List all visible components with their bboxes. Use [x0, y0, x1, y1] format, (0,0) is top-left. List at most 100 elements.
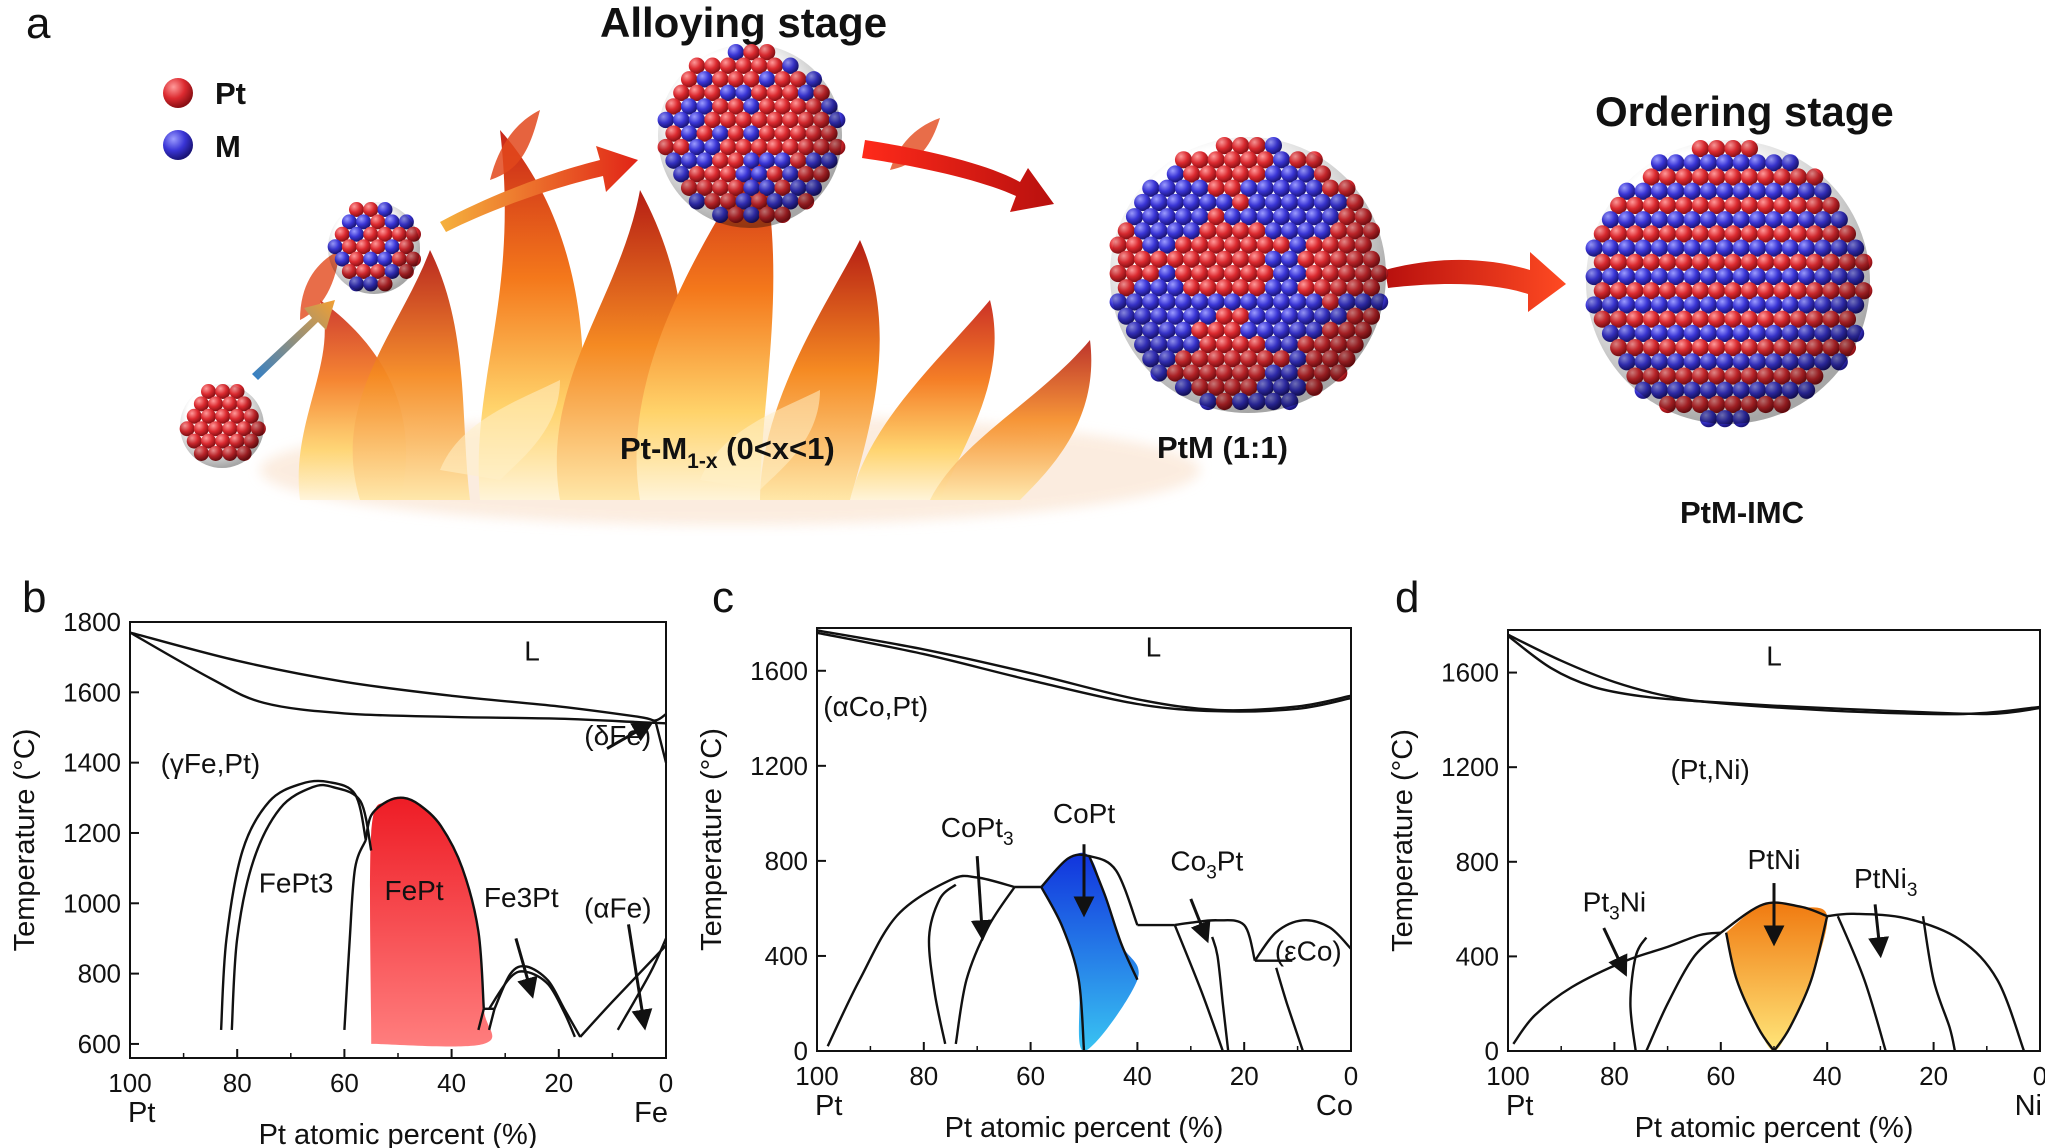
- y-tick-label: 1600: [63, 677, 121, 707]
- alloy-arrow: [862, 140, 1054, 212]
- small-pt-cluster: [179, 384, 266, 468]
- annotation-arrow-3: [626, 924, 653, 1031]
- x-tick-label: 40: [437, 1068, 466, 1098]
- y-tick-label: 800: [1456, 847, 1499, 877]
- phase-boundary-2: [816, 631, 1352, 713]
- region-label-2: (αCo,Pt): [823, 691, 928, 722]
- growth-arrow-1: [252, 300, 335, 380]
- region-label-5: FePt: [385, 875, 444, 906]
- ordering-arrow: [1385, 252, 1566, 312]
- ptm-particle-label: PtM (1:1): [1157, 430, 1288, 465]
- phase-boundary-6: [954, 886, 1016, 1045]
- ordering-stage-title: Ordering stage: [1595, 88, 1894, 135]
- y-tick-label: 1600: [1441, 658, 1499, 688]
- legend-pt-label: Pt: [215, 76, 246, 111]
- y-axis-label: Temperature (°C): [9, 729, 41, 952]
- x-end-label-left: Pt: [1506, 1090, 1533, 1122]
- phase-boundary-4: [219, 779, 367, 1030]
- phase-boundary-11: [1921, 916, 1957, 1052]
- x-tick-label: 20: [544, 1068, 573, 1098]
- phase-boundary-16: [1275, 967, 1305, 1052]
- alloy-particle-label: Pt-M1-x (0<x<1): [620, 431, 835, 473]
- x-tick-label: 0: [2033, 1061, 2045, 1091]
- phase-boundary-1: [816, 629, 1352, 712]
- region-label-2: (Pt,Ni): [1670, 754, 1749, 785]
- phase-boundary-13: [1211, 936, 1230, 1052]
- m-atom-icon: [163, 130, 193, 160]
- phase-boundary-3: [826, 874, 1015, 1047]
- x-tick-label: 0: [659, 1068, 673, 1098]
- x-tick-label: 20: [1919, 1061, 1948, 1091]
- annotation-arrow-1: [970, 856, 992, 942]
- phase-boundary-4: [1720, 901, 1828, 934]
- y-tick-label: 1200: [63, 818, 121, 848]
- y-tick-label: 600: [78, 1029, 121, 1059]
- annotation-arrow-1: [1602, 927, 1628, 977]
- x-tick-label: 100: [1486, 1061, 1529, 1091]
- x-tick-label: 80: [1600, 1061, 1629, 1091]
- alloying-particle: [657, 44, 846, 228]
- y-tick-label: 800: [78, 959, 121, 989]
- annotation-arrow-1: [606, 721, 654, 750]
- y-tick-label: 800: [765, 846, 808, 876]
- phase-boundary-3: [1512, 931, 1721, 1045]
- phase-boundary-5: [230, 783, 373, 1030]
- atom-legend: Pt M: [163, 76, 246, 164]
- phase-boundary-10: [1836, 915, 1887, 1052]
- phase-boundary-13: [579, 944, 667, 1038]
- panel-a: a Pt M Alloying stage Ordering: [26, 0, 1894, 530]
- phase-boundary-14: [616, 937, 668, 1031]
- pt-atom-icon: [163, 78, 193, 108]
- phase-boundary-6: [343, 839, 367, 1030]
- y-tick-label: 1600: [750, 656, 808, 686]
- phase-boundary-5: [1827, 912, 2026, 1052]
- imc-particle-label: PtM-IMC: [1680, 495, 1804, 530]
- x-end-label-right: Co: [1316, 1090, 1353, 1122]
- panel-label-a: a: [26, 0, 51, 48]
- y-tick-label: 0: [1485, 1036, 1499, 1066]
- phase-boundary-2: [129, 631, 667, 725]
- growth-arrow-2: [440, 146, 638, 232]
- phase-boundary-11: [1174, 919, 1257, 962]
- y-tick-label: 1200: [750, 751, 808, 781]
- region-label-3: CoPt3: [941, 812, 1014, 850]
- region-label-6: (εCo): [1275, 936, 1342, 967]
- region-label-4: FePt3: [259, 868, 334, 899]
- panel-label-b: b: [22, 573, 46, 622]
- region-label-3: (δFe): [584, 720, 651, 751]
- x-axis-label: Pt atomic percent (%): [259, 1119, 538, 1148]
- x-tick-label: 100: [108, 1068, 151, 1098]
- panel-label-d: d: [1395, 573, 1419, 622]
- phase-boundary-9: [477, 1008, 485, 1031]
- x-axis-label: Pt atomic percent (%): [945, 1112, 1224, 1144]
- legend-m-label: M: [215, 129, 241, 164]
- x-tick-label: 60: [1706, 1061, 1735, 1091]
- region-label-1: L: [1146, 632, 1162, 663]
- x-tick-label: 60: [1016, 1061, 1045, 1091]
- phase-boundary-5: [927, 883, 957, 1045]
- alloying-stage-title: Alloying stage: [600, 0, 887, 46]
- x-tick-label: 80: [223, 1068, 252, 1098]
- phase-boundary-12: [1173, 924, 1224, 1052]
- x-tick-label: 20: [1230, 1061, 1259, 1091]
- y-tick-label: 400: [765, 941, 808, 971]
- highlight-region-fept: [370, 797, 493, 1047]
- phase-diagram-fe-pt: b 100 80 60 40 20 0 600 800 1000 1200 1400 1600 1800 P…: [9, 573, 673, 1148]
- x-axis-label: Pt atomic percent (%): [1635, 1112, 1914, 1144]
- phase-boundary-7: [364, 796, 485, 1009]
- phase-boundary-8: [1040, 886, 1086, 1052]
- panel-label-c: c: [712, 573, 734, 622]
- phase-boundary-10: [487, 1008, 496, 1031]
- region-label-7: (αFe): [584, 892, 652, 923]
- nanoparticles: [179, 44, 1873, 468]
- region-label-4: PtNi: [1748, 844, 1801, 875]
- phase-diagram-co-pt: c 100 80 60 40 20 0 0 400 800 1200 1600 Pt Co Pt atomi…: [696, 573, 1358, 1144]
- y-tick-label: 400: [1456, 941, 1499, 971]
- x-end-label-right: Fe: [634, 1097, 668, 1129]
- phase-boundary-2: [1507, 634, 2041, 716]
- annotation-arrow-2: [514, 938, 538, 999]
- x-end-label-left: Pt: [815, 1090, 842, 1122]
- ptm-imc-particle: [1585, 140, 1873, 428]
- flames: [260, 110, 1200, 525]
